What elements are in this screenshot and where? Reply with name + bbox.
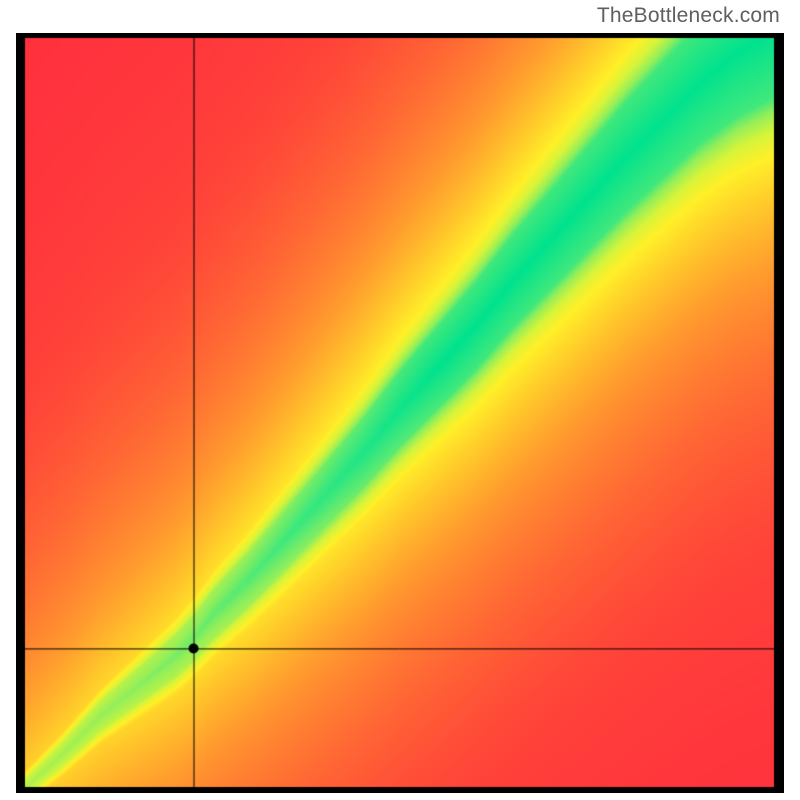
watermark-text: TheBottleneck.com (597, 4, 780, 28)
chart-container: TheBottleneck.com (0, 0, 800, 800)
heatmap-canvas (16, 33, 784, 793)
heatmap-plot (16, 33, 784, 793)
